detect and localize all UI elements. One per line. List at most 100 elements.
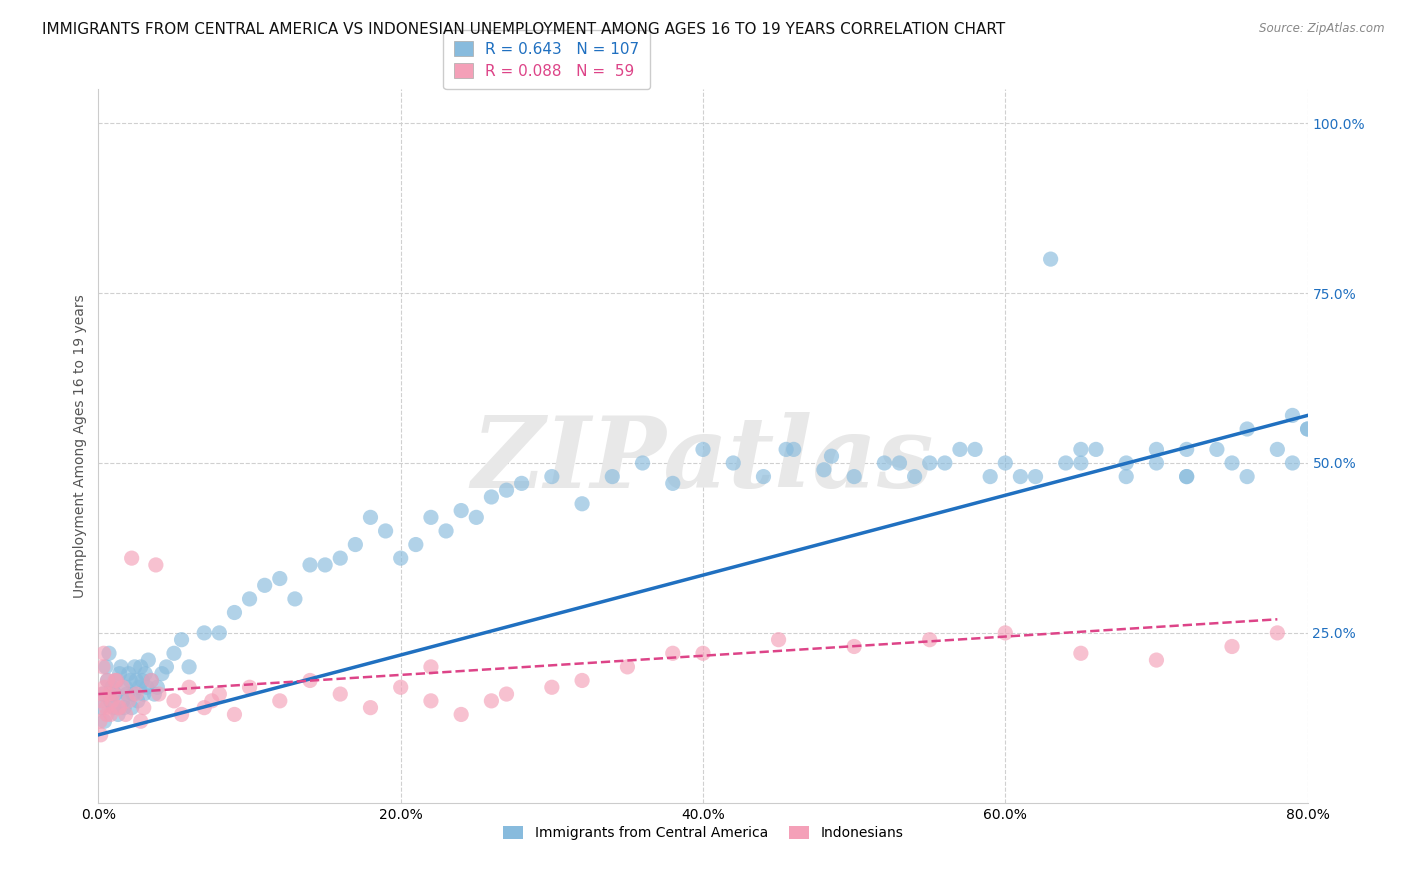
Point <box>90 700 112 714</box>
Point <box>150 666 173 681</box>
Point <box>134 666 156 681</box>
Point <box>616 660 638 674</box>
Point <box>111 680 134 694</box>
Point <box>571 497 593 511</box>
Point <box>360 700 382 714</box>
Point <box>112 700 135 714</box>
Point <box>420 510 443 524</box>
Point <box>1115 469 1137 483</box>
Point <box>1054 456 1077 470</box>
Point <box>495 483 517 498</box>
Point <box>571 673 593 688</box>
Point <box>104 673 127 688</box>
Point <box>253 578 276 592</box>
Point <box>450 707 472 722</box>
Point <box>179 660 201 674</box>
Y-axis label: Unemployment Among Ages 16 to 19 years: Unemployment Among Ages 16 to 19 years <box>73 294 87 598</box>
Point <box>98 646 121 660</box>
Point <box>107 700 129 714</box>
Point <box>994 456 1017 470</box>
Point <box>90 728 112 742</box>
Point <box>91 687 114 701</box>
Point <box>1039 252 1062 266</box>
Point <box>118 666 141 681</box>
Point <box>768 632 790 647</box>
Point <box>360 510 382 524</box>
Point <box>141 673 163 688</box>
Point <box>122 687 145 701</box>
Point <box>420 660 443 674</box>
Text: ZIPatlas: ZIPatlas <box>472 412 934 508</box>
Point <box>179 680 201 694</box>
Point <box>1070 646 1092 660</box>
Point <box>631 456 654 470</box>
Point <box>1296 422 1319 436</box>
Point <box>143 687 166 701</box>
Point <box>163 694 186 708</box>
Point <box>93 680 115 694</box>
Point <box>141 673 163 688</box>
Point <box>103 700 125 714</box>
Point <box>1146 456 1168 470</box>
Point <box>224 606 246 620</box>
Point <box>481 490 503 504</box>
Point <box>602 469 624 483</box>
Point <box>135 680 157 694</box>
Point <box>434 524 457 538</box>
Point <box>96 673 118 688</box>
Point <box>934 456 956 470</box>
Point <box>108 700 131 714</box>
Point <box>121 700 143 714</box>
Point <box>208 687 231 701</box>
Point <box>889 456 911 470</box>
Point <box>1146 653 1168 667</box>
Point <box>107 707 129 722</box>
Point <box>299 673 322 688</box>
Point <box>201 694 224 708</box>
Point <box>1010 469 1032 483</box>
Point <box>155 660 177 674</box>
Point <box>114 707 136 722</box>
Point <box>1267 626 1289 640</box>
Point <box>723 456 745 470</box>
Point <box>1296 422 1319 436</box>
Point <box>540 469 562 483</box>
Point <box>661 476 683 491</box>
Point <box>820 449 842 463</box>
Text: IMMIGRANTS FROM CENTRAL AMERICA VS INDONESIAN UNEMPLOYMENT AMONG AGES 16 TO 19 Y: IMMIGRANTS FROM CENTRAL AMERICA VS INDON… <box>42 22 1005 37</box>
Point <box>93 714 115 729</box>
Point <box>121 551 143 566</box>
Point <box>148 687 170 701</box>
Point <box>170 632 193 647</box>
Point <box>104 687 127 701</box>
Point <box>131 673 153 688</box>
Point <box>91 660 114 674</box>
Point <box>170 707 193 722</box>
Point <box>775 442 797 457</box>
Point <box>1175 442 1198 457</box>
Point <box>96 707 118 722</box>
Point <box>94 660 117 674</box>
Point <box>1206 442 1229 457</box>
Point <box>90 694 112 708</box>
Point <box>146 680 169 694</box>
Point <box>314 558 336 572</box>
Point <box>965 442 987 457</box>
Point <box>110 660 132 674</box>
Point <box>239 591 262 606</box>
Point <box>193 626 215 640</box>
Point <box>540 680 562 694</box>
Point <box>1175 469 1198 483</box>
Point <box>692 646 714 660</box>
Point <box>94 700 117 714</box>
Point <box>1070 442 1092 457</box>
Point <box>994 626 1017 640</box>
Point <box>128 680 150 694</box>
Point <box>873 456 896 470</box>
Point <box>125 687 148 701</box>
Point <box>949 442 972 457</box>
Point <box>269 572 291 586</box>
Point <box>1146 442 1168 457</box>
Point <box>136 653 159 667</box>
Point <box>163 646 186 660</box>
